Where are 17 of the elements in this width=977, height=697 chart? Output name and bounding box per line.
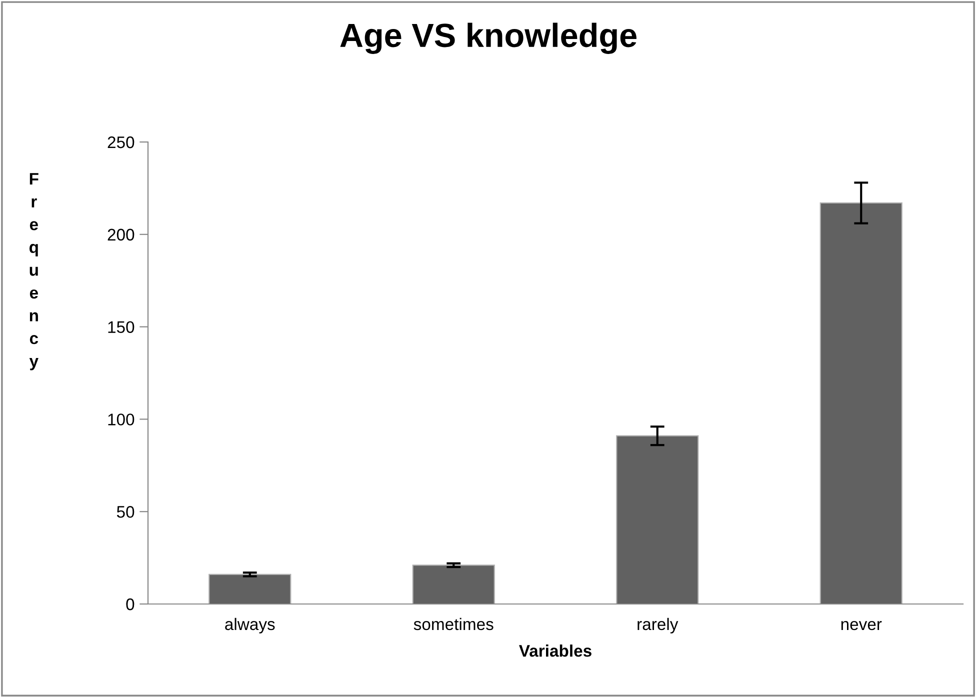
bar: [208, 574, 292, 604]
bar: [820, 202, 902, 604]
chart-title: Age VS knowledge: [340, 22, 636, 54]
x-tick-label: sometimes: [414, 618, 494, 630]
y-tick-label: 200: [108, 228, 134, 241]
x-axis-title: Variables: [519, 644, 592, 657]
y-tick-label: 150: [108, 321, 134, 334]
y-tick-label: 100: [108, 414, 134, 426]
y-tick-label: 0: [126, 598, 134, 610]
text: Frequency: [29, 173, 38, 370]
x-tick-label: never: [841, 621, 882, 630]
bar: [616, 435, 699, 604]
y-tick-label: 250: [108, 136, 134, 148]
bar: [412, 564, 495, 604]
x-tick-label: always: [225, 618, 275, 634]
x-tick-label: rarely: [638, 618, 678, 634]
y-tick-label: 50: [116, 506, 134, 518]
